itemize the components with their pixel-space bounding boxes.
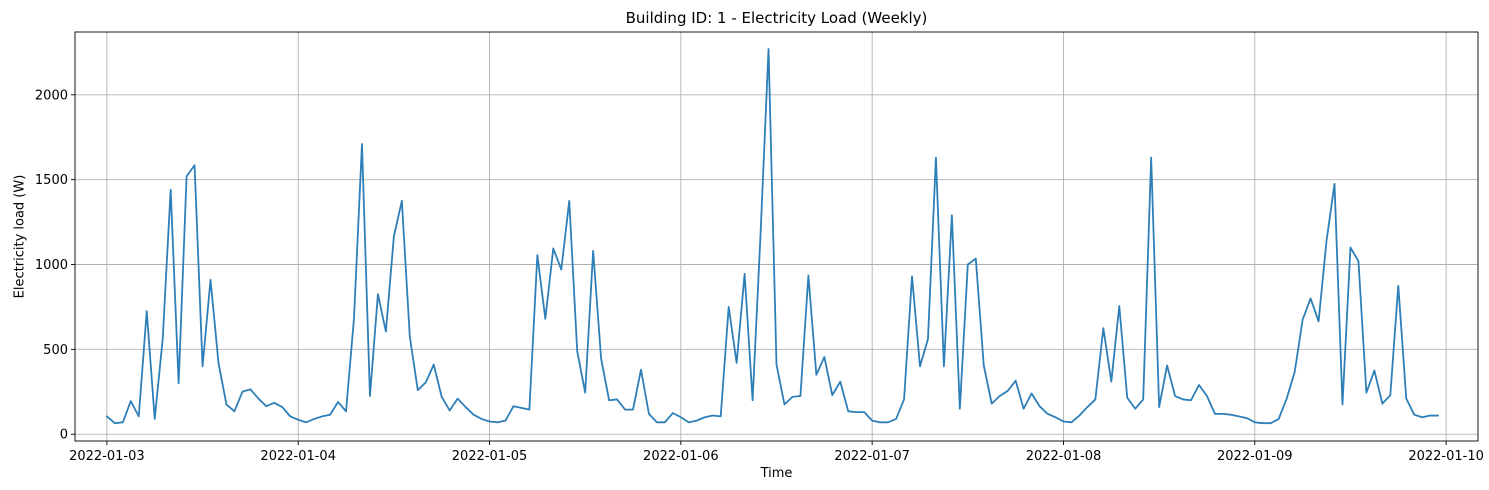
y-tick-label: 1500: [35, 173, 68, 188]
y-tick-label: 2000: [35, 88, 68, 103]
x-tick-label: 2022-01-06: [643, 449, 719, 464]
grid: [75, 32, 1478, 441]
y-tick-label: 500: [43, 343, 68, 358]
series-layer: [105, 48, 1440, 425]
x-axis-title: Time: [760, 466, 793, 481]
series-line: [105, 48, 1440, 425]
chart-title: Building ID: 1 - Electricity Load (Weekl…: [626, 9, 928, 27]
x-tick-label: 2022-01-10: [1408, 449, 1484, 464]
x-tick-label: 2022-01-08: [1026, 449, 1102, 464]
x-tick-label: 2022-01-09: [1217, 449, 1293, 464]
axis-ticks: 2022-01-03 2022-01-04 2022-01-05 2022-01-06…: [35, 88, 1484, 464]
x-tick-label: 2022-01-07: [834, 449, 910, 464]
y-tick-label: 0: [60, 428, 68, 443]
plot-frame: [74, 31, 1479, 442]
x-tick-label: 2022-01-03: [69, 449, 145, 464]
y-axis-title: Electricity load (W): [13, 175, 28, 299]
x-tick-label: 2022-01-05: [452, 449, 528, 464]
x-tick-label: 2022-01-04: [260, 449, 336, 464]
y-tick-label: 1000: [35, 258, 68, 273]
